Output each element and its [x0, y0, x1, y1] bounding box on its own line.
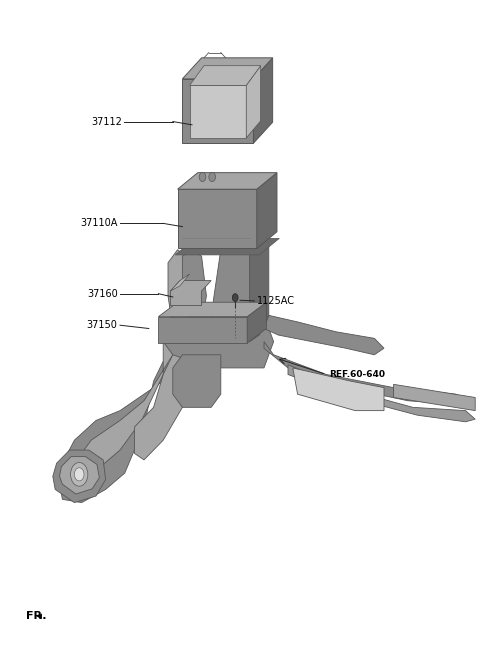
- Polygon shape: [168, 250, 197, 328]
- Polygon shape: [60, 361, 182, 503]
- Polygon shape: [170, 281, 211, 306]
- Text: FR.: FR.: [26, 611, 47, 622]
- Text: 1125AC: 1125AC: [257, 296, 295, 306]
- Polygon shape: [158, 302, 266, 317]
- Text: 37150: 37150: [87, 320, 118, 330]
- Polygon shape: [394, 384, 475, 411]
- Text: REF.60-640: REF.60-640: [329, 370, 385, 379]
- Text: 37110A: 37110A: [80, 218, 118, 229]
- Polygon shape: [264, 342, 466, 404]
- Polygon shape: [178, 173, 277, 189]
- Text: 37112: 37112: [92, 116, 122, 127]
- Polygon shape: [190, 66, 261, 85]
- Polygon shape: [253, 58, 273, 143]
- Polygon shape: [190, 85, 246, 138]
- Polygon shape: [175, 238, 279, 255]
- Circle shape: [74, 468, 84, 481]
- Circle shape: [199, 172, 206, 181]
- Circle shape: [71, 463, 88, 486]
- Polygon shape: [247, 302, 266, 343]
- Polygon shape: [182, 250, 206, 328]
- Polygon shape: [173, 355, 221, 407]
- Polygon shape: [257, 173, 277, 248]
- Polygon shape: [158, 317, 247, 343]
- Polygon shape: [163, 315, 274, 368]
- Polygon shape: [264, 315, 384, 355]
- Text: 37160: 37160: [87, 288, 118, 299]
- Polygon shape: [182, 58, 273, 79]
- Polygon shape: [246, 66, 261, 138]
- Polygon shape: [178, 189, 257, 248]
- Polygon shape: [60, 457, 99, 494]
- Polygon shape: [211, 230, 259, 342]
- Polygon shape: [250, 230, 269, 342]
- Circle shape: [232, 294, 238, 302]
- Circle shape: [209, 172, 216, 181]
- Polygon shape: [134, 355, 192, 460]
- Polygon shape: [170, 274, 190, 291]
- Polygon shape: [82, 342, 173, 466]
- Polygon shape: [53, 450, 106, 503]
- Polygon shape: [288, 365, 475, 422]
- Polygon shape: [293, 368, 384, 411]
- Polygon shape: [182, 79, 253, 143]
